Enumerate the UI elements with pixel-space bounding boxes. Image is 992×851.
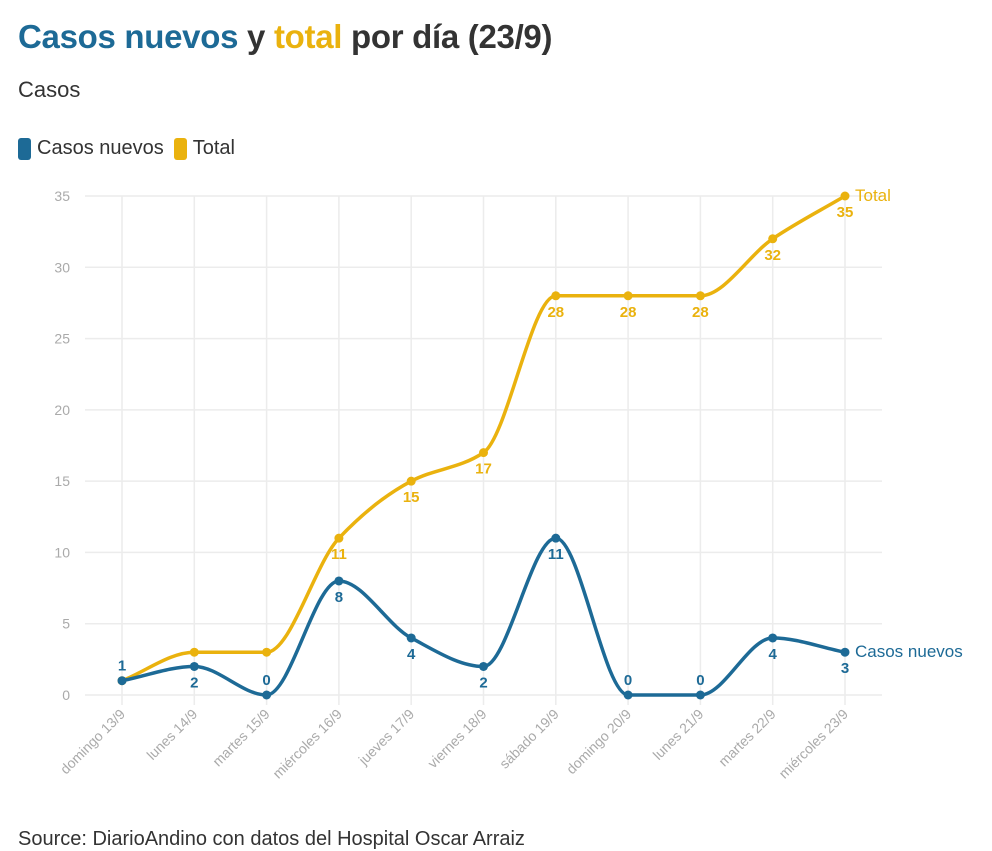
data-label: 0 — [696, 672, 704, 689]
data-label: 4 — [769, 646, 778, 663]
y-tick-label: 10 — [54, 544, 70, 560]
data-point — [406, 476, 416, 486]
data-label: 11 — [548, 546, 564, 563]
data-label: 0 — [624, 672, 632, 689]
data-label: 2 — [190, 674, 198, 691]
x-tick-label: sábado 19/9 — [496, 706, 562, 772]
x-tick-label: domingo 20/9 — [563, 706, 634, 777]
data-point — [768, 234, 778, 244]
y-tick-label: 30 — [54, 259, 70, 275]
data-point — [334, 533, 344, 543]
chart-title: Casos nuevos y total por día (23/9) — [18, 18, 552, 56]
x-tick-label: miércoles 23/9 — [775, 706, 851, 782]
data-point — [768, 633, 778, 643]
data-label: 28 — [620, 304, 637, 321]
data-point — [262, 690, 272, 700]
data-point — [334, 576, 344, 586]
x-tick-label: lunes 14/9 — [143, 706, 200, 763]
data-label: 3 — [841, 660, 849, 677]
y-tick-label: 20 — [54, 402, 70, 418]
data-point — [189, 647, 199, 657]
series-end-label: Casos nuevos — [855, 642, 963, 661]
title-total: total — [273, 18, 343, 55]
data-label: 4 — [407, 646, 416, 663]
data-point — [551, 533, 561, 543]
data-point — [623, 690, 633, 700]
source-note: Source: DiarioAndino con datos del Hospi… — [18, 828, 525, 850]
x-tick-label: jueves 17/9 — [355, 706, 418, 769]
legend-label: Casos nuevos — [37, 137, 164, 159]
data-label: 28 — [692, 304, 709, 321]
y-tick-label: 15 — [54, 473, 70, 489]
data-point — [695, 291, 705, 301]
x-tick-label: lunes 21/9 — [650, 706, 707, 763]
data-label: 28 — [547, 304, 564, 321]
data-label: 15 — [403, 489, 420, 506]
data-point — [695, 690, 705, 700]
x-tick-label: domingo 13/9 — [57, 706, 128, 777]
data-point — [840, 191, 850, 201]
data-label: 11 — [331, 546, 347, 563]
data-label: 32 — [764, 247, 781, 264]
data-label: 17 — [475, 461, 492, 478]
data-label: 0 — [262, 672, 270, 689]
legend-item-casos-nuevos[interactable]: Casos nuevos — [18, 137, 164, 160]
data-point — [479, 661, 488, 671]
data-point — [189, 661, 199, 671]
data-label: 8 — [335, 589, 343, 606]
legend-label: Total — [192, 137, 235, 159]
chart-subtitle: Casos — [18, 77, 81, 102]
legend-swatch — [173, 137, 187, 160]
y-tick-label: 35 — [54, 188, 70, 204]
data-point — [479, 448, 488, 458]
legend-item-total[interactable]: Total — [173, 137, 235, 160]
data-label: 1 — [118, 658, 126, 675]
y-tick-label: 25 — [54, 331, 70, 347]
x-tick-label: martes 15/9 — [209, 706, 273, 770]
data-point — [406, 633, 416, 643]
x-tick-label: viernes 18/9 — [424, 706, 489, 771]
y-tick-label: 0 — [62, 687, 70, 703]
data-point — [262, 647, 272, 657]
title-and: y — [238, 18, 274, 55]
data-point — [840, 647, 850, 657]
title-new-cases: Casos nuevos — [18, 18, 239, 55]
series-end-label: Total — [855, 186, 891, 205]
legend: Casos nuevos Total — [18, 137, 245, 160]
x-tick-label: martes 22/9 — [715, 706, 779, 770]
data-label: 2 — [479, 674, 487, 691]
data-point — [117, 676, 127, 686]
data-point — [623, 291, 633, 301]
data-label: 35 — [837, 204, 854, 221]
y-tick-label: 5 — [62, 616, 70, 632]
x-tick-label: miércoles 16/9 — [269, 706, 345, 782]
data-point — [551, 291, 561, 301]
legend-swatch — [18, 137, 31, 160]
title-rest: por día (23/9) — [342, 18, 553, 55]
